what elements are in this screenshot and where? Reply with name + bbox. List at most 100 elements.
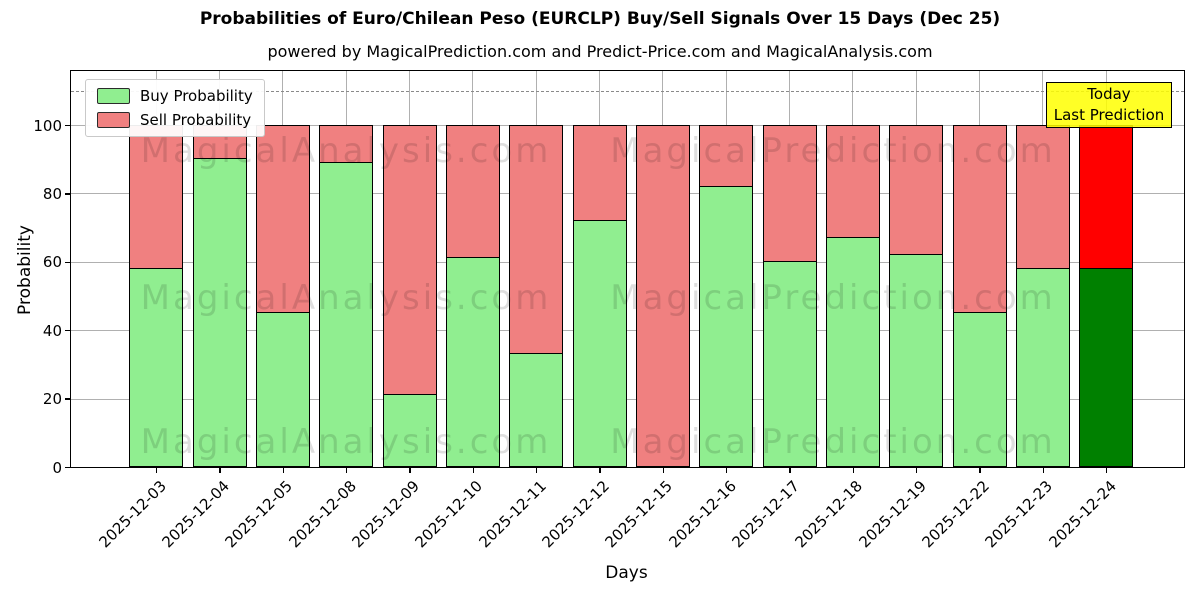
xtick-mark: [789, 468, 791, 473]
buy-segment: [572, 220, 627, 467]
hgrid-100: [71, 125, 1184, 126]
ytick-mark: [65, 466, 70, 469]
bar-2025-12-16: [699, 125, 754, 467]
buy-segment: [952, 313, 1007, 467]
xtick-label-2025-12-18: 2025-12-18: [791, 477, 867, 552]
sell-segment: [319, 125, 374, 163]
watermark-text: MagicalAnalysis.com: [140, 422, 552, 462]
bar-2025-12-05: [255, 125, 310, 467]
buy-segment: [192, 159, 247, 467]
sell-segment: [825, 125, 880, 238]
threshold-dashed-line: [71, 90, 1184, 92]
ytick-label-80: 80: [42, 184, 62, 203]
ytick-label-20: 20: [42, 390, 62, 409]
hgrid-20: [71, 398, 1184, 400]
buy-segment: [889, 254, 944, 467]
buy-segment: [1015, 268, 1070, 467]
buy-segment: [825, 237, 880, 467]
ytick-label-0: 0: [52, 458, 62, 477]
xtick-mark: [282, 468, 285, 473]
buy-segment: [509, 354, 564, 467]
bar-2025-12-23: [1015, 125, 1070, 467]
bar-2025-12-19: [889, 125, 944, 467]
bar-2025-12-08: [319, 125, 374, 467]
xtick-mark: [472, 468, 475, 473]
xtick-mark: [725, 468, 728, 473]
x-axis-label: Days: [605, 563, 648, 583]
xtick-label-2025-12-09: 2025-12-09: [348, 477, 423, 552]
buy-segment: [762, 261, 817, 467]
watermark-text: MagicalPrediction.com: [610, 131, 1056, 171]
hgrid-80: [71, 193, 1184, 195]
xtick-label-2025-12-11: 2025-12-11: [475, 477, 550, 552]
ytick-label-40: 40: [42, 321, 62, 340]
sell-segment: [445, 125, 500, 259]
xtick-mark: [535, 468, 538, 473]
xtick-label-2025-12-16: 2025-12-16: [665, 477, 740, 552]
sell-segment: [762, 125, 817, 262]
buy-segment: [319, 162, 374, 467]
xtick-label-2025-12-08: 2025-12-08: [285, 477, 360, 552]
xtick-mark: [915, 468, 918, 473]
xtick-label-2025-12-23: 2025-12-23: [981, 477, 1057, 552]
xtick-mark: [1042, 468, 1045, 473]
bar-2025-12-09: [382, 125, 437, 467]
legend: Buy Probability Sell Probability: [85, 79, 265, 137]
bar-2025-12-17: [762, 125, 817, 467]
xtick-mark: [219, 468, 221, 473]
bar-2025-12-18: [825, 125, 880, 467]
buy-segment: [255, 313, 310, 467]
xtick-label-2025-12-04: 2025-12-04: [158, 477, 233, 552]
buy-segment: [1079, 268, 1134, 467]
xtick-mark: [852, 468, 855, 473]
sell-segment: [635, 125, 690, 467]
xtick-label-2025-12-22: 2025-12-22: [918, 477, 993, 552]
sell-segment: [889, 125, 944, 255]
xtick-mark: [979, 468, 981, 473]
bar-2025-12-22: [952, 125, 1007, 467]
legend-label: Buy Probability: [140, 87, 253, 105]
hgrid-60: [71, 261, 1184, 263]
buy-segment: [699, 186, 754, 467]
bar-2025-12-11: [509, 125, 564, 467]
sell-segment: [572, 125, 627, 221]
sell-segment: [1015, 125, 1070, 269]
sell-segment: [699, 125, 754, 187]
legend-item-buy: Buy Probability: [97, 87, 253, 105]
chart-subtitle: powered by MagicalPrediction.com and Pre…: [267, 42, 933, 61]
xtick-label-2025-12-12: 2025-12-12: [538, 477, 613, 552]
ytick-mark: [65, 398, 70, 400]
xtick-label-2025-12-17: 2025-12-17: [728, 477, 803, 552]
hgrid-40: [71, 330, 1184, 332]
axes: MagicalAnalysis.com MagicalPrediction.com…: [70, 70, 1185, 468]
xtick-mark: [1105, 468, 1108, 473]
watermark-text: MagicalAnalysis.com: [140, 131, 552, 171]
ytick-label-60: 60: [42, 253, 62, 272]
watermark-text: MagicalAnalysis.com: [140, 278, 552, 318]
xtick-label-2025-12-03: 2025-12-03: [95, 477, 170, 552]
sell-segment: [952, 125, 1007, 314]
xtick-mark: [599, 468, 601, 473]
xtick-label-2025-12-19: 2025-12-19: [855, 477, 930, 552]
xtick-label-2025-12-24: 2025-12-24: [1045, 477, 1120, 552]
xtick-mark: [409, 468, 411, 473]
xtick-label-2025-12-05: 2025-12-05: [221, 477, 297, 552]
legend-swatch: [97, 88, 130, 104]
today-annotation: Today Last Prediction: [1046, 82, 1172, 128]
bar-2025-12-03: [129, 125, 184, 467]
bar-2025-12-15: [635, 125, 690, 467]
xtick-label-2025-12-15: 2025-12-15: [601, 477, 677, 552]
ytick-mark: [65, 261, 70, 264]
bar-2025-12-12: [572, 125, 627, 467]
legend-label: Sell Probability: [140, 111, 252, 129]
sell-segment: [255, 125, 310, 314]
xtick-label-2025-12-10: 2025-12-10: [411, 477, 487, 552]
watermark-text: MagicalPrediction.com: [610, 278, 1056, 318]
bar-2025-12-24: [1079, 125, 1134, 467]
xtick-mark: [345, 468, 348, 473]
xtick-mark: [155, 468, 158, 473]
y-axis-label: Probability: [15, 225, 35, 315]
ytick-mark: [65, 329, 70, 332]
watermark-text: MagicalPrediction.com: [610, 422, 1056, 462]
